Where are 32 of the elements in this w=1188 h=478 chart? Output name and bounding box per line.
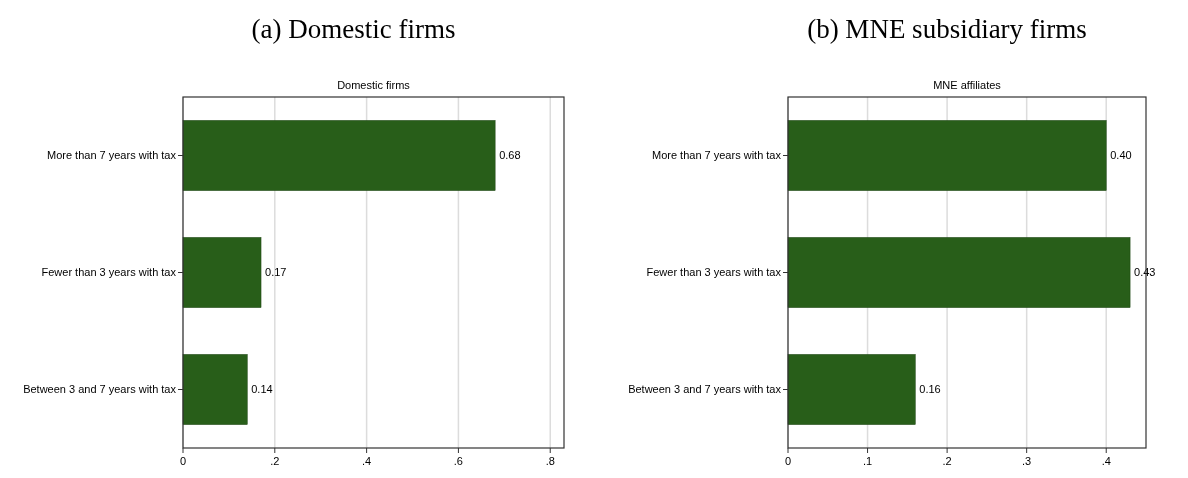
chart-title: (b) MNE subsidiary firms [807, 14, 1087, 44]
bar [787, 354, 916, 425]
data-label: 0.14 [251, 383, 273, 396]
x-tick-label: 0 [784, 455, 792, 467]
bar [182, 354, 248, 425]
y-tick-label: Between 3 and 7 years with tax [23, 383, 177, 396]
data-label: 0.40 [1110, 149, 1132, 162]
x-tick-label: .4 [362, 455, 372, 467]
bar [182, 120, 496, 191]
x-tick-label: .8 [545, 455, 555, 467]
x-tick-label: .6 [453, 455, 464, 467]
data-label: 0.16 [919, 383, 941, 396]
x-tick-label: .2 [270, 455, 280, 467]
y-tick-label: Fewer than 3 years with tax [646, 266, 782, 279]
y-tick-label: More than 7 years with tax [46, 149, 177, 162]
x-tick-label: 0 [179, 455, 187, 467]
y-tick-label: Between 3 and 7 years with tax [628, 383, 782, 396]
bar [787, 120, 1107, 191]
x-tick-label: .1 [862, 455, 873, 467]
chart-subtitle: Domestic firms [337, 79, 411, 91]
bar [182, 237, 262, 308]
data-label: 0.68 [499, 149, 521, 162]
chart-subtitle: MNE affiliates [933, 79, 1002, 91]
y-tick-label: More than 7 years with tax [651, 149, 782, 162]
data-label: 0.17 [265, 266, 287, 279]
bar [787, 237, 1131, 308]
x-tick-label: .2 [942, 455, 952, 467]
x-tick-label: .3 [1022, 455, 1032, 467]
chart-title: (a) Domestic firms [251, 14, 456, 44]
data-label: 0.43 [1134, 266, 1156, 279]
x-tick-label: .4 [1101, 455, 1111, 467]
y-tick-label: Fewer than 3 years with tax [41, 266, 177, 279]
